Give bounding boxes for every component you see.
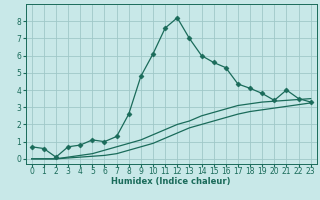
X-axis label: Humidex (Indice chaleur): Humidex (Indice chaleur) [111, 177, 231, 186]
